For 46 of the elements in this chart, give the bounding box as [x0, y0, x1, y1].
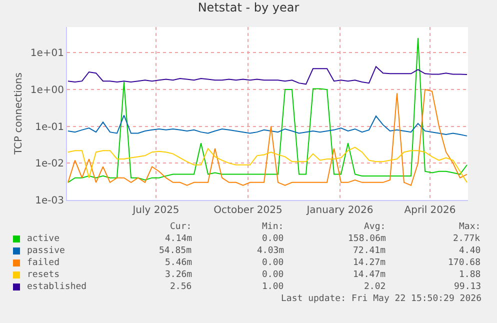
legend-label: passive: [27, 246, 65, 256]
text: 54.85m: [159, 246, 192, 256]
text: 1.88: [459, 270, 481, 280]
x-tick-label: January 2026: [306, 205, 374, 216]
text: Min:: [262, 222, 284, 232]
x-tick-label: July 2025: [132, 205, 180, 216]
x-tick-label: October 2025: [214, 205, 282, 216]
text: 5.46m: [165, 258, 192, 268]
y-tick-label: 1e-02: [35, 158, 64, 170]
line-series: [68, 38, 468, 183]
text: 170.68: [448, 258, 481, 268]
line-series: [68, 114, 468, 136]
y-tick-label: 1e+00: [30, 85, 64, 96]
x-tick-label: April 2026: [404, 205, 456, 216]
text: 158.06m: [348, 234, 386, 244]
text: Last update: Fri May 22 15:50:29 2026: [281, 294, 482, 304]
text: 2.56: [170, 282, 192, 292]
legend-label: established: [27, 282, 87, 292]
legend-label: resets: [27, 270, 60, 280]
text: 4.03m: [257, 246, 284, 256]
text: Max:: [459, 222, 481, 232]
text: Avg:: [364, 222, 386, 232]
chart-title: Netstat - by year: [198, 0, 300, 14]
text: 14.47m: [353, 270, 386, 280]
line-series: [68, 89, 468, 186]
text: 4.40: [459, 246, 481, 256]
text: 1.00: [262, 282, 284, 292]
text: 14.27m: [353, 258, 386, 268]
y-tick-label: 1e-03: [35, 196, 64, 206]
text: 2.77k: [453, 234, 481, 244]
text: 3.26m: [165, 270, 192, 280]
text: 2.02: [364, 282, 386, 292]
text: 99.13: [454, 282, 482, 292]
line-series: [68, 66, 468, 85]
text: Cur:: [170, 222, 192, 232]
text: 72.41m: [353, 246, 386, 256]
text: 4.14m: [165, 234, 192, 244]
line-series: [68, 146, 468, 183]
legend-label: active: [27, 234, 60, 244]
y-axis-title: TCP connections: [13, 72, 24, 156]
text: 0.00: [262, 270, 284, 280]
legend-label: failed: [27, 258, 60, 268]
text: 0.00: [262, 234, 284, 244]
text: 0.00: [262, 258, 284, 268]
y-tick-label: 1e+01: [30, 48, 64, 60]
y-tick-label: 1e-01: [35, 122, 64, 133]
